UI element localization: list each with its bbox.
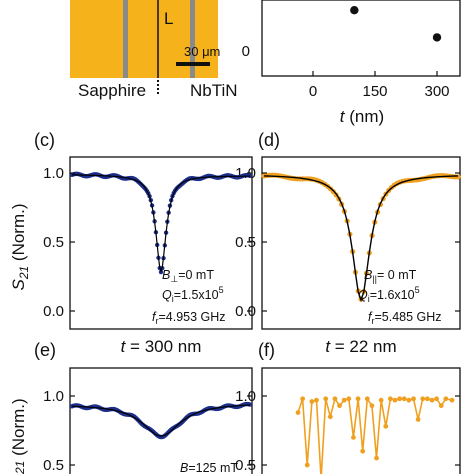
panel-f-data-point	[449, 397, 455, 403]
panel-f-frame	[261, 367, 461, 474]
scale-bar-label: 30 μm	[184, 44, 220, 59]
ylabel-sub: 21	[17, 266, 31, 280]
e-ytick-05: 0.5	[43, 457, 64, 474]
y-axis-label-bottom: 21 (Norm.)	[9, 398, 28, 474]
top-right-frame	[261, 0, 461, 77]
scale-bar	[176, 62, 210, 66]
panel-e-frame	[69, 367, 253, 474]
nbtin-region	[70, 0, 218, 78]
d-annot-f: fr=5.485 GHz	[368, 310, 442, 326]
panel-e-tag: (e)	[34, 340, 56, 360]
tr-xtick-0: 0	[309, 83, 317, 100]
panel-d-data-point	[455, 174, 461, 180]
title-left-val: = 300 nm	[125, 337, 201, 356]
panel-d-tag: (d)	[258, 130, 280, 150]
d-ytick-05: 0.5	[235, 234, 256, 251]
panel-c-fit-line	[72, 174, 250, 273]
ylabel-s: S	[9, 279, 28, 291]
tr-xlabel-t: t	[340, 107, 346, 126]
title-right: t = 22 nm	[325, 337, 396, 356]
panel-f-tag: (f)	[258, 340, 275, 360]
title-right-val: = 22 nm	[330, 337, 397, 356]
l-label: L	[164, 9, 173, 28]
ylabel2-rest: (Norm.)	[9, 398, 28, 460]
c-annot-q: Qi=1.5x105	[162, 285, 224, 304]
c-annot-f: fr=4.953 GHz	[152, 310, 226, 326]
tr-xtick-2: 300	[424, 83, 449, 100]
panel-c-tag: (c)	[34, 130, 55, 150]
f-ytick-05: 0.5	[235, 457, 256, 474]
panel-e-fit-line	[72, 404, 251, 437]
ylabel-rest: (Norm.)	[9, 203, 28, 265]
panel-d-frame	[261, 156, 461, 330]
series-layer	[69, 6, 461, 474]
c-ytick-0: 0.0	[43, 303, 64, 320]
top-right-plot: 0 0 150 300 t (nm)	[242, 0, 461, 126]
tr-point	[350, 6, 359, 15]
d-annot-b: B||= 0 mT	[364, 268, 417, 284]
sapphire-strip-right	[190, 0, 195, 78]
tr-xlabel: t (nm)	[340, 107, 384, 126]
c-annot-b: B⊥=0 mT	[162, 268, 214, 284]
panel-d-fit-line	[263, 175, 459, 303]
f-ytick-1: 1.0	[235, 388, 256, 405]
sapphire-strip-left	[123, 0, 128, 78]
c-ytick-1: 1.0	[43, 165, 64, 182]
panel-f-series-line	[297, 396, 453, 474]
d-annot-q: Qi=1.6x105	[358, 285, 420, 304]
e-annot-b: B=125 mT	[180, 461, 238, 474]
device-image: L 30 μm Sapphire NbTiN	[70, 0, 238, 100]
d-ytick-0: 0.0	[235, 303, 256, 320]
title-left-t: t	[121, 337, 127, 356]
title-left: t = 300 nm	[121, 337, 202, 356]
sapphire-label: Sapphire	[78, 81, 146, 100]
title-right-t: t	[325, 337, 331, 356]
nbtin-label: NbTiN	[190, 81, 238, 100]
panel-c-frame	[69, 156, 253, 330]
tr-ytick-0: 0	[242, 43, 250, 60]
e-ytick-1: 1.0	[43, 388, 64, 405]
ylabel2-sub: 21	[13, 461, 27, 474]
y-axis-label-top: S21 (Norm.)	[9, 203, 31, 290]
c-ytick-05: 0.5	[43, 234, 64, 251]
tr-xtick-1: 150	[362, 83, 387, 100]
tr-point	[432, 33, 442, 42]
tr-xlabel-unit: (nm)	[345, 107, 385, 126]
